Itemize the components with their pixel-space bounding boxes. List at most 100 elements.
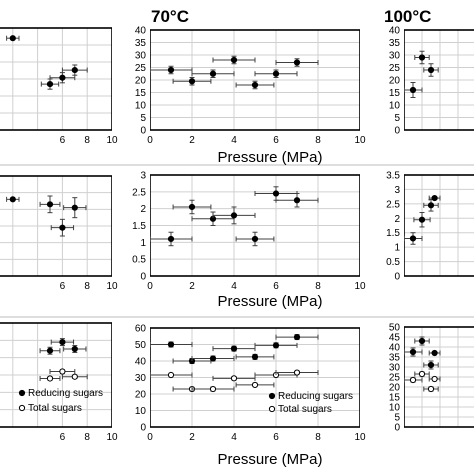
y-tick-label: 25	[135, 63, 147, 74]
reducing-sugars-point	[428, 349, 441, 357]
x-tick-label: 6	[60, 135, 66, 146]
plot-frame	[150, 174, 360, 277]
data-point	[59, 368, 66, 375]
data-point	[431, 194, 438, 202]
data-point	[431, 375, 438, 383]
reducing-sugars-point	[235, 231, 275, 247]
reducing-sugars-point	[191, 69, 235, 78]
y-tick-label: 0.5	[132, 255, 146, 266]
chart-panel: 6 8 10	[0, 175, 118, 292]
data-point	[71, 345, 78, 353]
reducing-sugars-point	[150, 341, 193, 348]
data-point	[272, 342, 280, 349]
total-sugars-point	[428, 375, 441, 383]
y-tick-label: 3.5	[386, 171, 400, 182]
x-tick-label: 10	[354, 432, 366, 443]
data-point	[418, 216, 426, 223]
data-point	[230, 56, 238, 64]
reducing-sugars-point	[39, 195, 61, 214]
total-sugars-point	[275, 369, 319, 376]
data-point	[418, 337, 426, 345]
data-point	[230, 375, 238, 382]
data-point	[409, 376, 417, 384]
x-tick-label: 10	[354, 281, 366, 292]
x-tick-label: 2	[189, 432, 195, 443]
y-tick-label: 35	[135, 38, 147, 49]
x-tick-label: 10	[106, 432, 118, 443]
total-sugars-point	[39, 375, 61, 382]
y-tick-label: 10	[389, 101, 401, 112]
data-point	[230, 345, 238, 352]
reducing-sugars-point	[6, 196, 20, 203]
data-point	[9, 196, 16, 203]
plot-frame	[0, 27, 112, 131]
data-point	[418, 54, 426, 61]
data-point	[71, 373, 78, 380]
total-sugars-point	[414, 370, 430, 378]
data-point	[251, 353, 259, 360]
x-tick-label: 4	[231, 432, 237, 443]
x-tick-label: 8	[315, 281, 321, 292]
reducing-sugars-point	[39, 346, 61, 355]
reducing-sugars-point	[404, 232, 423, 245]
data-point	[9, 35, 16, 42]
reducing-sugars-point	[212, 206, 256, 225]
reducing-sugars-point	[423, 63, 439, 77]
plot-frame	[0, 175, 112, 277]
y-tick-label: 15	[389, 88, 401, 99]
total-sugars-point	[404, 376, 423, 384]
data-point	[59, 338, 66, 346]
y-tick-label: 25	[389, 63, 401, 74]
y-tick-label: 30	[389, 51, 401, 62]
data-point	[272, 190, 280, 197]
reducing-sugars-point	[428, 194, 441, 202]
x-tick-label: 0	[147, 135, 153, 146]
x-tick-label: 0	[147, 281, 153, 292]
data-point	[188, 203, 196, 211]
x-axis-label: Pressure (MPa)	[217, 293, 322, 310]
y-tick-label: 0	[394, 423, 400, 434]
legend-marker-total-sugars	[268, 405, 276, 413]
y-tick-label: 1	[394, 243, 400, 254]
total-sugars-point	[423, 385, 439, 393]
data-point	[251, 381, 259, 389]
plot-frame	[404, 174, 474, 277]
x-tick-label: 6	[60, 281, 66, 292]
data-point	[427, 66, 435, 74]
y-tick-label: 10	[135, 101, 147, 112]
data-point	[230, 212, 238, 219]
y-tick-label: 0	[140, 423, 146, 434]
data-point	[209, 385, 217, 393]
x-tick-label: 10	[106, 135, 118, 146]
y-tick-label: 2	[394, 214, 400, 225]
data-point	[427, 385, 435, 393]
legend: Reducing sugars Total sugars Reducing suga…	[18, 388, 353, 415]
x-tick-label: 0	[147, 432, 153, 443]
x-tick-label: 10	[354, 135, 366, 146]
y-tick-label: 30	[135, 373, 147, 384]
y-tick-label: 15	[135, 88, 147, 99]
y-tick-label: 60	[135, 324, 147, 335]
y-tick-label: 2	[140, 204, 146, 215]
data-point	[409, 348, 417, 356]
data-point	[427, 202, 435, 209]
reducing-sugars-point	[275, 333, 319, 341]
x-tick-label: 2	[189, 135, 195, 146]
reducing-sugars-point	[404, 82, 423, 98]
y-tick-label: 2.5	[386, 199, 400, 210]
x-tick-label: 6	[273, 135, 279, 146]
data-point	[293, 333, 301, 341]
x-tick-label: 4	[231, 281, 237, 292]
panel-title-100c: 100°C	[384, 7, 431, 26]
data-point	[71, 204, 78, 211]
plot-frame	[150, 29, 360, 131]
y-tick-label: 20	[389, 383, 401, 394]
legend-label-reducing-sugars: Reducing sugars	[28, 388, 103, 399]
data-point	[293, 197, 301, 204]
data-point	[293, 369, 301, 376]
x-axis-label: Pressure (MPa)	[217, 451, 322, 468]
data-point	[272, 70, 280, 77]
